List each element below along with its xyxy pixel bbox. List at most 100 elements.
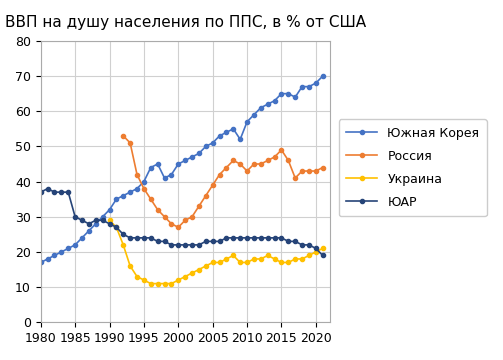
Южная Корея	[51, 253, 57, 258]
Южная Корея	[313, 81, 319, 85]
Украина	[292, 257, 298, 261]
Украина	[196, 267, 202, 272]
Россия	[223, 165, 229, 170]
Южная Корея	[113, 197, 119, 201]
ЮАР	[216, 239, 222, 243]
Южная Корея	[182, 158, 188, 163]
Россия	[169, 222, 175, 226]
Line: ЮАР: ЮАР	[39, 186, 325, 257]
Legend: Южная Корея, Россия, Украина, ЮАР: Южная Корея, Россия, Украина, ЮАР	[339, 119, 487, 216]
Южная Корея	[169, 172, 175, 177]
Россия	[182, 218, 188, 222]
ЮАР	[210, 239, 216, 243]
Южная Корея	[58, 250, 64, 254]
Украина	[134, 274, 140, 279]
ЮАР	[203, 239, 209, 243]
Южная Корея	[299, 85, 305, 89]
Южная Корея	[292, 95, 298, 99]
Россия	[292, 176, 298, 180]
Южная Корея	[279, 91, 285, 96]
Line: Южная Корея: Южная Корея	[39, 74, 325, 265]
ЮАР	[223, 236, 229, 240]
Украина	[237, 260, 243, 265]
Украина	[141, 278, 147, 282]
Украина	[169, 282, 175, 286]
ЮАР	[258, 236, 264, 240]
Россия	[175, 225, 181, 229]
Украина	[120, 243, 126, 247]
ЮАР	[196, 243, 202, 247]
Украина	[272, 257, 278, 261]
ЮАР	[169, 243, 175, 247]
Южная Корея	[210, 141, 216, 145]
Южная Корея	[196, 151, 202, 156]
Украина	[285, 260, 291, 265]
Россия	[244, 169, 250, 173]
ЮАР	[113, 225, 119, 229]
ЮАР	[182, 243, 188, 247]
Южная Корея	[258, 105, 264, 110]
ЮАР	[230, 236, 236, 240]
Южная Корея	[127, 190, 133, 194]
ЮАР	[237, 236, 243, 240]
Южная Корея	[320, 74, 326, 78]
Украина	[306, 253, 312, 258]
Россия	[134, 172, 140, 177]
ЮАР	[244, 236, 250, 240]
ЮАР	[93, 218, 99, 222]
Южная Корея	[161, 176, 167, 180]
ЮАР	[306, 243, 312, 247]
Южная Корея	[154, 162, 160, 166]
Украина	[216, 260, 222, 265]
ЮАР	[72, 215, 78, 219]
ЮАР	[100, 218, 106, 222]
Украина	[223, 257, 229, 261]
ЮАР	[320, 253, 326, 258]
Южная Корея	[86, 229, 92, 233]
Южная Корея	[285, 91, 291, 96]
Южная Корея	[100, 215, 106, 219]
ЮАР	[120, 232, 126, 237]
ЮАР	[154, 239, 160, 243]
Россия	[189, 215, 195, 219]
ЮАР	[45, 186, 51, 191]
Южная Корея	[272, 99, 278, 103]
ЮАР	[134, 236, 140, 240]
Украина	[175, 278, 181, 282]
Украина	[265, 253, 271, 258]
Украина	[107, 218, 113, 222]
Украина	[313, 250, 319, 254]
Южная Корея	[230, 127, 236, 131]
ЮАР	[65, 190, 71, 194]
Россия	[203, 193, 209, 198]
ЮАР	[175, 243, 181, 247]
ЮАР	[38, 190, 44, 194]
ЮАР	[285, 239, 291, 243]
Южная Корея	[189, 155, 195, 159]
Россия	[120, 134, 126, 138]
Россия	[272, 155, 278, 159]
Украина	[251, 257, 257, 261]
ЮАР	[279, 236, 285, 240]
Россия	[127, 141, 133, 145]
Россия	[196, 204, 202, 208]
Украина	[279, 260, 285, 265]
Украина	[161, 282, 167, 286]
ЮАР	[299, 243, 305, 247]
Украина	[299, 257, 305, 261]
Украина	[320, 246, 326, 251]
Title: ВВП на душу населения по ППС, в % от США: ВВП на душу населения по ППС, в % от США	[5, 15, 366, 30]
Украина	[210, 260, 216, 265]
Южная Корея	[120, 193, 126, 198]
ЮАР	[313, 246, 319, 251]
Россия	[320, 165, 326, 170]
ЮАР	[107, 222, 113, 226]
Южная Корея	[306, 85, 312, 89]
Россия	[279, 148, 285, 152]
Line: Россия: Россия	[121, 134, 325, 229]
ЮАР	[161, 239, 167, 243]
ЮАР	[79, 218, 85, 222]
Южная Корея	[251, 113, 257, 117]
Россия	[210, 183, 216, 187]
Россия	[251, 162, 257, 166]
